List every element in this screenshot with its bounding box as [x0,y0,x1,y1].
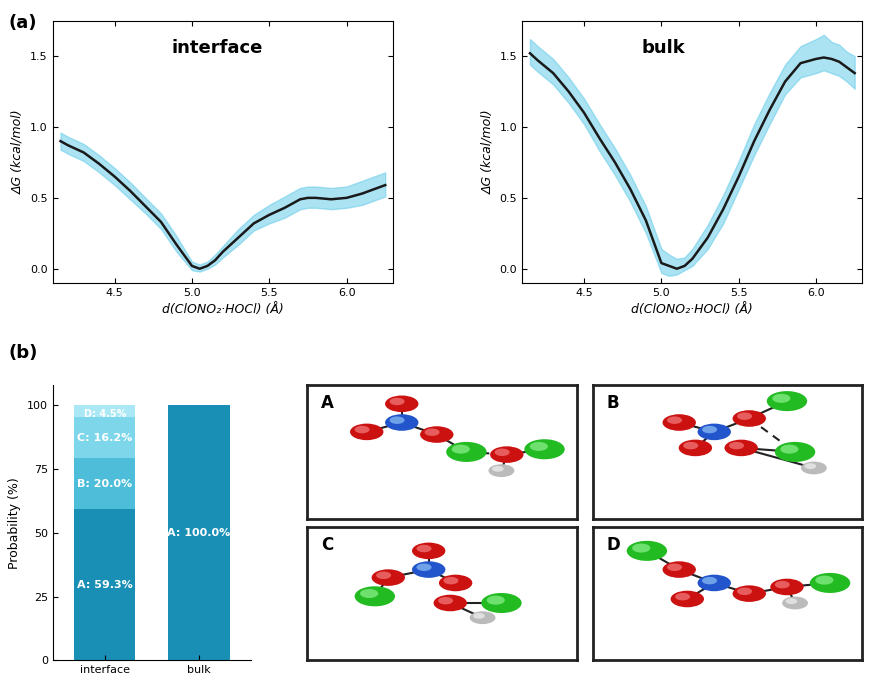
Circle shape [766,391,807,411]
Circle shape [420,427,453,443]
Circle shape [487,596,505,605]
Circle shape [671,591,704,608]
Circle shape [438,597,453,604]
Circle shape [667,416,682,424]
Circle shape [683,442,698,449]
Circle shape [774,581,790,588]
Text: C: C [321,536,334,554]
Circle shape [470,611,495,624]
Bar [168,405,230,660]
Circle shape [488,464,514,477]
Circle shape [355,586,395,606]
Bar [74,458,136,509]
Circle shape [390,416,405,424]
X-axis label: d(ClONO₂·HOCl) (Å): d(ClONO₂·HOCl) (Å) [632,303,753,316]
Circle shape [524,439,565,460]
Circle shape [439,574,473,591]
Bar [74,405,136,417]
Text: D: 4.5%: D: 4.5% [84,409,126,419]
Circle shape [492,466,503,472]
Circle shape [732,585,766,602]
Text: B: 20.0%: B: 20.0% [77,479,132,488]
Circle shape [360,589,378,598]
Circle shape [390,398,405,405]
Circle shape [724,440,758,456]
Circle shape [412,561,445,578]
Circle shape [737,588,752,595]
Circle shape [371,569,405,586]
Circle shape [781,444,798,453]
Circle shape [355,426,370,433]
Circle shape [702,426,717,433]
Circle shape [350,424,384,440]
Circle shape [678,440,712,456]
Circle shape [732,410,766,427]
Text: D: D [606,536,620,554]
Circle shape [775,442,815,462]
Circle shape [412,543,445,559]
Circle shape [434,594,467,611]
Circle shape [385,396,419,412]
Circle shape [663,414,696,431]
Circle shape [801,462,827,475]
Y-axis label: Probability (%): Probability (%) [9,477,21,569]
Bar [74,417,136,458]
Circle shape [667,563,682,571]
Text: A: 59.3%: A: 59.3% [77,580,133,590]
X-axis label: d(ClONO₂·HOCl) (Å): d(ClONO₂·HOCl) (Å) [162,303,283,316]
Text: bulk: bulk [642,39,685,57]
Y-axis label: ΔG (kcal/mol): ΔG (kcal/mol) [11,109,25,194]
Circle shape [424,429,440,436]
Text: (b): (b) [9,344,38,362]
Circle shape [385,414,419,431]
Circle shape [473,613,485,619]
Circle shape [416,545,431,552]
Circle shape [729,442,744,449]
Text: A: A [321,394,334,412]
Text: B: B [606,394,620,412]
Circle shape [490,447,524,463]
Circle shape [786,599,797,604]
Circle shape [770,579,803,595]
Circle shape [481,593,522,613]
Circle shape [702,577,717,584]
Text: A: 100.0%: A: 100.0% [167,528,231,538]
Circle shape [444,577,458,584]
Circle shape [773,394,790,403]
Circle shape [376,572,391,579]
Circle shape [698,574,731,591]
Circle shape [816,576,833,585]
Circle shape [675,593,690,601]
Circle shape [495,449,510,456]
Circle shape [627,541,667,561]
Circle shape [446,442,487,462]
Text: C: 16.2%: C: 16.2% [77,433,132,442]
Text: (a): (a) [9,14,37,32]
Circle shape [663,561,696,578]
Circle shape [804,463,816,469]
Circle shape [737,412,752,420]
Circle shape [810,573,850,593]
Circle shape [698,424,731,440]
Bar [74,509,136,660]
Text: interface: interface [172,39,263,57]
Circle shape [782,596,808,610]
Y-axis label: ΔG (kcal/mol): ΔG (kcal/mol) [481,109,495,194]
Circle shape [451,444,470,453]
Circle shape [416,563,431,571]
Circle shape [632,544,650,552]
Circle shape [530,442,548,451]
